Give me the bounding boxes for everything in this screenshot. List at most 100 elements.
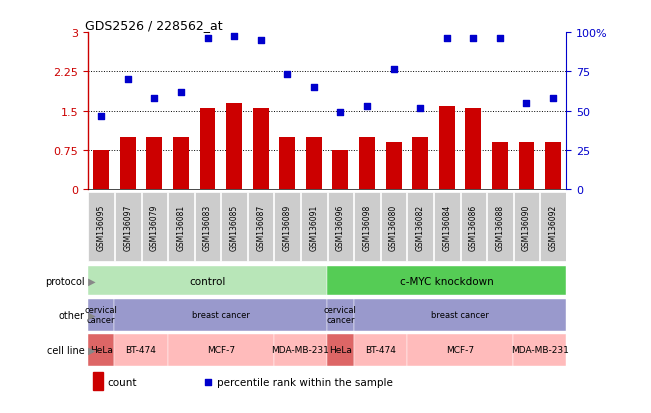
Text: GSM136080: GSM136080 (389, 204, 398, 250)
FancyBboxPatch shape (115, 299, 327, 331)
Text: breast cancer: breast cancer (192, 311, 250, 319)
Text: GSM136084: GSM136084 (442, 204, 451, 250)
FancyBboxPatch shape (487, 193, 513, 261)
Text: GSM136087: GSM136087 (256, 204, 265, 250)
Text: BT-474: BT-474 (126, 346, 156, 354)
Text: HeLa: HeLa (329, 346, 352, 354)
Bar (359, 138, 375, 190)
FancyBboxPatch shape (353, 334, 407, 366)
Point (362, 103, 372, 109)
FancyBboxPatch shape (89, 193, 114, 261)
Bar (92, 372, 104, 390)
Text: GSM136079: GSM136079 (150, 204, 159, 250)
FancyBboxPatch shape (221, 193, 247, 261)
Text: GSM136089: GSM136089 (283, 204, 292, 250)
Text: GSM136092: GSM136092 (549, 204, 557, 250)
FancyBboxPatch shape (88, 266, 327, 296)
FancyBboxPatch shape (540, 193, 566, 261)
Text: GSM136088: GSM136088 (495, 204, 505, 250)
FancyBboxPatch shape (353, 299, 566, 331)
FancyBboxPatch shape (354, 193, 380, 261)
FancyBboxPatch shape (460, 193, 486, 261)
Text: GSM136085: GSM136085 (230, 204, 238, 250)
Text: GSM136086: GSM136086 (469, 204, 478, 250)
FancyBboxPatch shape (514, 193, 539, 261)
FancyBboxPatch shape (513, 334, 566, 366)
FancyBboxPatch shape (327, 334, 353, 366)
FancyBboxPatch shape (275, 193, 300, 261)
Text: GSM136081: GSM136081 (176, 204, 186, 250)
Text: ▶: ▶ (85, 276, 96, 286)
Text: GSM136091: GSM136091 (309, 204, 318, 250)
FancyBboxPatch shape (301, 193, 327, 261)
Text: percentile rank within the sample: percentile rank within the sample (217, 377, 393, 387)
Point (495, 36, 505, 43)
Bar (199, 109, 215, 190)
Bar (333, 151, 348, 190)
Point (122, 77, 133, 83)
FancyBboxPatch shape (327, 193, 353, 261)
Text: control: control (189, 276, 226, 286)
FancyBboxPatch shape (248, 193, 273, 261)
FancyBboxPatch shape (88, 299, 115, 331)
Text: HeLa: HeLa (90, 346, 113, 354)
Point (468, 36, 478, 43)
Text: count: count (107, 377, 137, 387)
Bar (93, 151, 109, 190)
FancyBboxPatch shape (168, 193, 194, 261)
Text: GSM136082: GSM136082 (416, 204, 424, 250)
Point (282, 71, 292, 78)
FancyBboxPatch shape (274, 334, 327, 366)
Text: MDA-MB-231: MDA-MB-231 (271, 346, 329, 354)
Text: GSM136098: GSM136098 (363, 204, 372, 250)
Bar (120, 138, 135, 190)
Bar (412, 138, 428, 190)
FancyBboxPatch shape (381, 193, 406, 261)
Point (521, 100, 532, 107)
Point (176, 90, 186, 97)
Bar (279, 138, 296, 190)
Point (149, 95, 159, 102)
Text: c-MYC knockdown: c-MYC knockdown (400, 276, 493, 286)
Text: cervical
cancer: cervical cancer (324, 305, 357, 325)
Bar (439, 106, 454, 190)
FancyBboxPatch shape (115, 193, 141, 261)
Text: protocol: protocol (45, 276, 85, 286)
FancyBboxPatch shape (195, 193, 220, 261)
Bar (492, 143, 508, 190)
Point (548, 95, 559, 102)
FancyBboxPatch shape (88, 334, 115, 366)
Text: GSM136090: GSM136090 (522, 204, 531, 250)
Text: other: other (59, 310, 85, 320)
Point (389, 66, 399, 73)
Text: GSM136096: GSM136096 (336, 204, 345, 250)
Text: BT-474: BT-474 (365, 346, 396, 354)
Point (255, 38, 266, 44)
Text: cervical
cancer: cervical cancer (85, 305, 118, 325)
Point (229, 33, 240, 40)
Text: GSM136095: GSM136095 (97, 204, 105, 250)
Text: GSM136083: GSM136083 (203, 204, 212, 250)
Point (202, 36, 213, 43)
Text: GDS2526 / 228562_at: GDS2526 / 228562_at (85, 19, 223, 32)
Point (96, 114, 106, 120)
Bar (385, 143, 402, 190)
Bar (545, 143, 561, 190)
FancyBboxPatch shape (141, 193, 167, 261)
Text: GSM136097: GSM136097 (123, 204, 132, 250)
Text: MCF-7: MCF-7 (446, 346, 474, 354)
FancyBboxPatch shape (434, 193, 460, 261)
Point (441, 36, 452, 43)
FancyBboxPatch shape (168, 334, 274, 366)
Bar (306, 138, 322, 190)
FancyBboxPatch shape (115, 334, 168, 366)
Text: breast cancer: breast cancer (431, 311, 489, 319)
Bar (146, 138, 162, 190)
Point (335, 109, 346, 116)
FancyBboxPatch shape (327, 266, 566, 296)
Bar (226, 104, 242, 190)
Bar (465, 109, 481, 190)
FancyBboxPatch shape (407, 334, 513, 366)
Bar (173, 138, 189, 190)
Text: cell line: cell line (47, 345, 85, 355)
